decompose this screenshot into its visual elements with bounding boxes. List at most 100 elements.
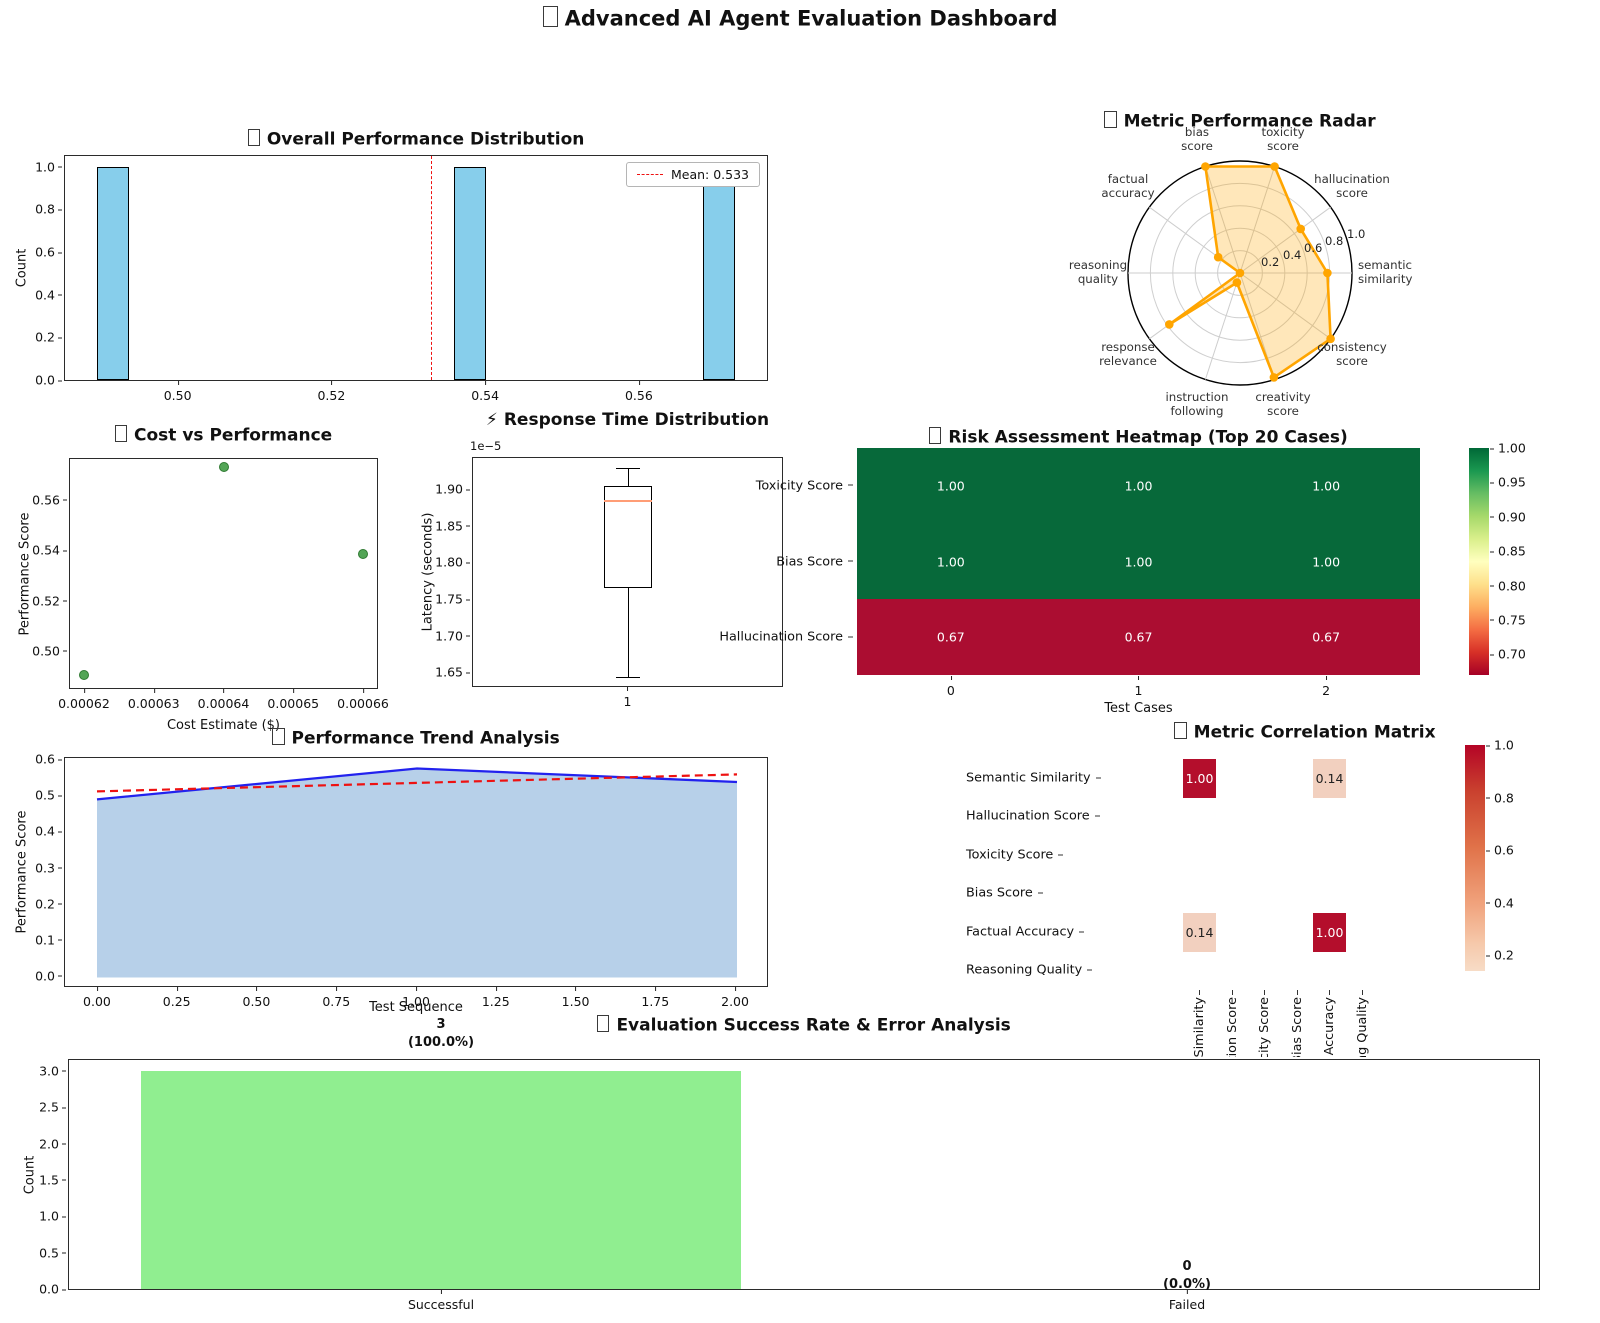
colorbar-tick: 0.85 bbox=[1489, 544, 1526, 559]
y-tick: 3.0 bbox=[39, 1063, 69, 1078]
x-tick: 0.00064 bbox=[198, 688, 249, 711]
x-tick: 1.00 bbox=[402, 986, 430, 1009]
correlation-title: Metric Correlation Matrix bbox=[1105, 722, 1505, 742]
successful-bar bbox=[141, 1070, 741, 1289]
x-tick: 0.56 bbox=[625, 380, 653, 403]
colorbar-tick: 0.2 bbox=[1485, 948, 1514, 963]
median-line bbox=[603, 500, 652, 503]
area-fill bbox=[97, 768, 737, 978]
y-tick: 0.5 bbox=[35, 788, 65, 803]
histogram-bar bbox=[703, 166, 736, 380]
svg-text:semantic: semantic bbox=[1358, 258, 1412, 272]
matrix-row-label: Factual Accuracy bbox=[966, 925, 1176, 940]
check-mark-emoji-icon bbox=[597, 1015, 610, 1033]
heatmap-cell-value: 0.67 bbox=[936, 629, 965, 645]
x-tick-mark bbox=[1199, 990, 1200, 995]
x-tick: 1.50 bbox=[562, 986, 589, 1009]
radar-rtick-labels: 0.2 0.4 0.6 0.8 1.0 bbox=[1261, 227, 1365, 269]
y-tick: 0.0 bbox=[35, 968, 65, 983]
svg-text:reasoning: reasoning bbox=[1069, 258, 1127, 272]
correlation-cell: 0.14 bbox=[1313, 759, 1346, 798]
y-tick: 0.0 bbox=[39, 1282, 69, 1297]
x-tick: 0.54 bbox=[471, 380, 499, 403]
x-tick-mark bbox=[1232, 990, 1233, 995]
chart-up-emoji-icon bbox=[272, 728, 285, 746]
colorbar-tick: 0.8 bbox=[1485, 790, 1514, 805]
svg-text:score: score bbox=[1336, 186, 1368, 200]
svg-text:instruction: instruction bbox=[1166, 390, 1229, 404]
x-tick: Failed bbox=[1169, 1289, 1205, 1312]
x-tick: 0.00063 bbox=[128, 688, 180, 711]
y-tick: 1.65 bbox=[435, 665, 473, 680]
svg-text:following: following bbox=[1170, 404, 1223, 418]
y-tick: 0.5 bbox=[39, 1245, 69, 1260]
y-tick: 0.4 bbox=[35, 287, 65, 302]
svg-text:0.8: 0.8 bbox=[1325, 234, 1343, 248]
x-tick: 0.00065 bbox=[267, 688, 319, 711]
risk-heatmap-title: Risk Assessment Heatmap (Top 20 Cases) bbox=[857, 427, 1420, 447]
x-tick-mark bbox=[1329, 990, 1330, 995]
money-emoji-icon bbox=[114, 425, 128, 443]
cost-plot: 0.56 0.54 0.52 0.50 0.00062 0.00063 0.00… bbox=[32, 458, 389, 711]
svg-text:relevance: relevance bbox=[1099, 354, 1157, 368]
success-plot: 3.0 2.5 2.0 1.5 1.0 0.5 0.0 Successful F… bbox=[39, 1017, 1540, 1312]
svg-text:quality: quality bbox=[1078, 272, 1118, 286]
heatmap-cell-value: 1.00 bbox=[1124, 478, 1153, 494]
y-tick: 0.8 bbox=[35, 202, 65, 217]
x-tick: 2 bbox=[1322, 675, 1330, 698]
y-tick: 0.6 bbox=[35, 752, 65, 767]
svg-text:factual: factual bbox=[1108, 172, 1148, 186]
matrix-row-label: Bias Score bbox=[966, 886, 1176, 901]
svg-text:score: score bbox=[1336, 354, 1368, 368]
colorbar-tick: 0.6 bbox=[1485, 843, 1514, 858]
heatmap-cell-value: 0.67 bbox=[1312, 629, 1341, 645]
svg-text:0.6: 0.6 bbox=[1304, 241, 1322, 255]
x-tick: 1.25 bbox=[482, 986, 510, 1009]
histogram-plot: 1.0 0.8 0.6 0.4 0.2 0.0 0.50 0.52 0.54 0… bbox=[35, 155, 768, 403]
svg-text:consistency: consistency bbox=[1317, 340, 1387, 354]
x-tick: 0.52 bbox=[317, 380, 345, 403]
y-tick: 0.3 bbox=[35, 860, 65, 875]
x-tick: 2.00 bbox=[721, 986, 749, 1009]
colorbar-tick: 0.95 bbox=[1489, 475, 1526, 490]
successful-count-annotation: 3 bbox=[436, 1017, 446, 1032]
cost-title: Cost vs Performance bbox=[69, 425, 378, 445]
box-iqr bbox=[603, 485, 652, 589]
mean-line bbox=[431, 156, 433, 380]
svg-text:response: response bbox=[1101, 340, 1155, 354]
correlation-colorbar: 1.0 0.8 0.6 0.4 0.2 bbox=[1465, 738, 1514, 971]
scatter-point bbox=[218, 461, 229, 472]
axis-offset-label: 1e−5 bbox=[470, 439, 502, 453]
histogram-title: Overall Performance Distribution bbox=[64, 129, 768, 149]
heatmap-cell-value: 1.00 bbox=[1312, 478, 1341, 494]
histogram-bar bbox=[454, 166, 487, 380]
heatmap-row-label: Bias Score bbox=[776, 554, 857, 569]
trend-title: Performance Trend Analysis bbox=[64, 728, 768, 748]
svg-text:hallucination: hallucination bbox=[1314, 172, 1390, 186]
y-tick: 2.0 bbox=[39, 1136, 69, 1151]
colorbar-tick: 1.0 bbox=[1485, 738, 1514, 753]
risk-xlabel: Test Cases bbox=[1104, 701, 1173, 716]
x-tick: Successful bbox=[408, 1289, 474, 1312]
radar-title: Metric Performance Radar bbox=[1040, 111, 1440, 131]
legend-label: Mean: 0.533 bbox=[670, 167, 749, 182]
svg-text:similarity: similarity bbox=[1358, 272, 1412, 286]
y-tick: 1.75 bbox=[435, 592, 473, 607]
success-title: Evaluation Success Rate & Error Analysis bbox=[68, 1015, 1540, 1035]
y-tick: 1.0 bbox=[39, 1209, 69, 1224]
risk-heatmap: 1.00 1.00 1.00 1.00 1.00 1.00 0.67 0.67 … bbox=[719, 448, 1420, 698]
svg-text:0.2: 0.2 bbox=[1261, 255, 1279, 269]
boxplot-plot: 1e−5 1.90 1.85 1.80 1.75 1.70 1.65 1 bbox=[435, 439, 783, 709]
mean-line-sample bbox=[636, 174, 663, 175]
histogram-bar bbox=[96, 166, 129, 380]
x-tick: 0.75 bbox=[322, 986, 350, 1009]
x-tick-mark bbox=[1297, 990, 1298, 995]
y-tick: 0.52 bbox=[32, 593, 70, 608]
matrix-row-label: Hallucination Score bbox=[966, 809, 1176, 824]
cost-xlabel: Cost Estimate ($) bbox=[166, 718, 280, 733]
x-tick: 0.25 bbox=[163, 986, 191, 1009]
y-tick: 0.4 bbox=[35, 824, 65, 839]
y-tick: 1.70 bbox=[435, 628, 473, 643]
